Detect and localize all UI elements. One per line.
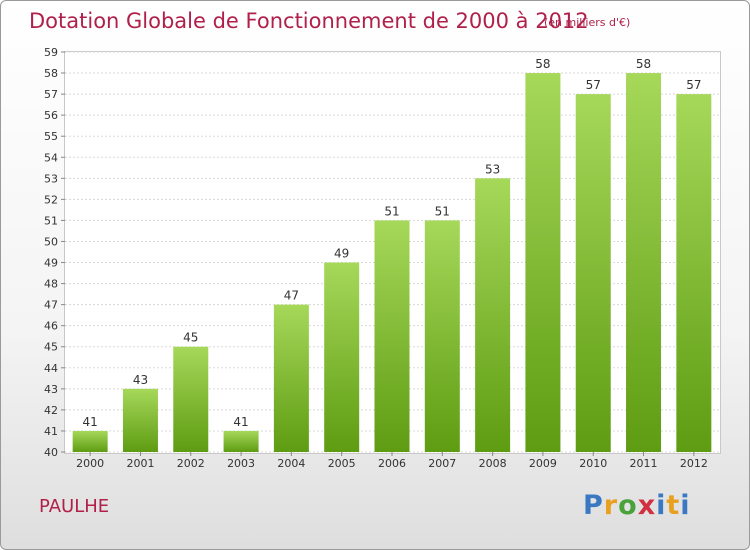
x-tick-label: 2005: [328, 457, 356, 470]
x-tick-label: 2003: [227, 457, 255, 470]
bar-2003: [223, 430, 259, 452]
y-tick-label: 47: [44, 299, 58, 312]
bar-value-label: 57: [586, 78, 601, 92]
y-tick-label: 43: [44, 383, 58, 396]
x-tick-label: 2007: [428, 457, 456, 470]
bar-value-label: 41: [83, 415, 98, 429]
bar-2006: [374, 220, 410, 452]
x-tick-label: 2011: [630, 457, 658, 470]
bar-value-label: 45: [183, 331, 198, 345]
y-tick-label: 57: [44, 88, 58, 101]
y-tick-label: 53: [44, 172, 58, 185]
x-tick-label: 2002: [177, 457, 205, 470]
bar-value-label: 57: [686, 78, 701, 92]
y-tick-label: 42: [44, 404, 58, 417]
y-tick-label: 44: [44, 362, 58, 375]
bar-value-label: 41: [233, 415, 248, 429]
chart-title: Dotation Globale de Fonctionnement de 20…: [29, 9, 589, 33]
x-tick-label: 2004: [277, 457, 305, 470]
bar-value-label: 51: [384, 204, 399, 218]
bar-value-label: 58: [535, 57, 550, 71]
bar-value-label: 43: [133, 373, 148, 387]
bar-2005: [324, 262, 360, 452]
bar-2007: [424, 220, 460, 452]
bar-2008: [475, 178, 511, 452]
x-tick-label: 2008: [479, 457, 507, 470]
x-tick-label: 2001: [126, 457, 154, 470]
y-tick-label: 40: [44, 446, 58, 459]
proxiti-logo: Proxiti: [583, 490, 691, 521]
bar-2001: [122, 388, 158, 452]
bar-2010: [575, 94, 611, 453]
bar-2002: [173, 346, 209, 452]
x-tick-label: 2010: [579, 457, 607, 470]
bar-2009: [525, 73, 561, 452]
bar-value-label: 53: [485, 162, 500, 176]
bar-value-label: 47: [284, 289, 299, 303]
bar-value-label: 51: [435, 204, 450, 218]
bar-value-label: 49: [334, 247, 349, 261]
x-tick-label: 2000: [76, 457, 104, 470]
y-tick-label: 50: [44, 235, 58, 248]
bar-2012: [676, 94, 712, 453]
bar-value-label: 58: [636, 57, 651, 71]
y-tick-label: 55: [44, 130, 58, 143]
y-tick-label: 58: [44, 67, 58, 80]
x-tick-label: 2009: [529, 457, 557, 470]
y-tick-label: 59: [44, 46, 58, 59]
y-tick-label: 52: [44, 193, 58, 206]
x-tick-label: 2012: [680, 457, 708, 470]
y-tick-label: 41: [44, 425, 58, 438]
x-tick-label: 2006: [378, 457, 406, 470]
bar-2004: [273, 304, 309, 452]
y-tick-label: 51: [44, 214, 58, 227]
y-tick-label: 49: [44, 257, 58, 270]
y-tick-label: 54: [44, 151, 58, 164]
chart-unit-label: (en milliers d'€): [544, 16, 631, 29]
y-tick-label: 56: [44, 109, 58, 122]
bar-2000: [72, 430, 108, 452]
bar-2011: [626, 73, 662, 452]
y-tick-label: 46: [44, 320, 58, 333]
commune-name: PAULHE: [39, 496, 110, 517]
y-tick-label: 48: [44, 278, 58, 291]
y-tick-label: 45: [44, 341, 58, 354]
